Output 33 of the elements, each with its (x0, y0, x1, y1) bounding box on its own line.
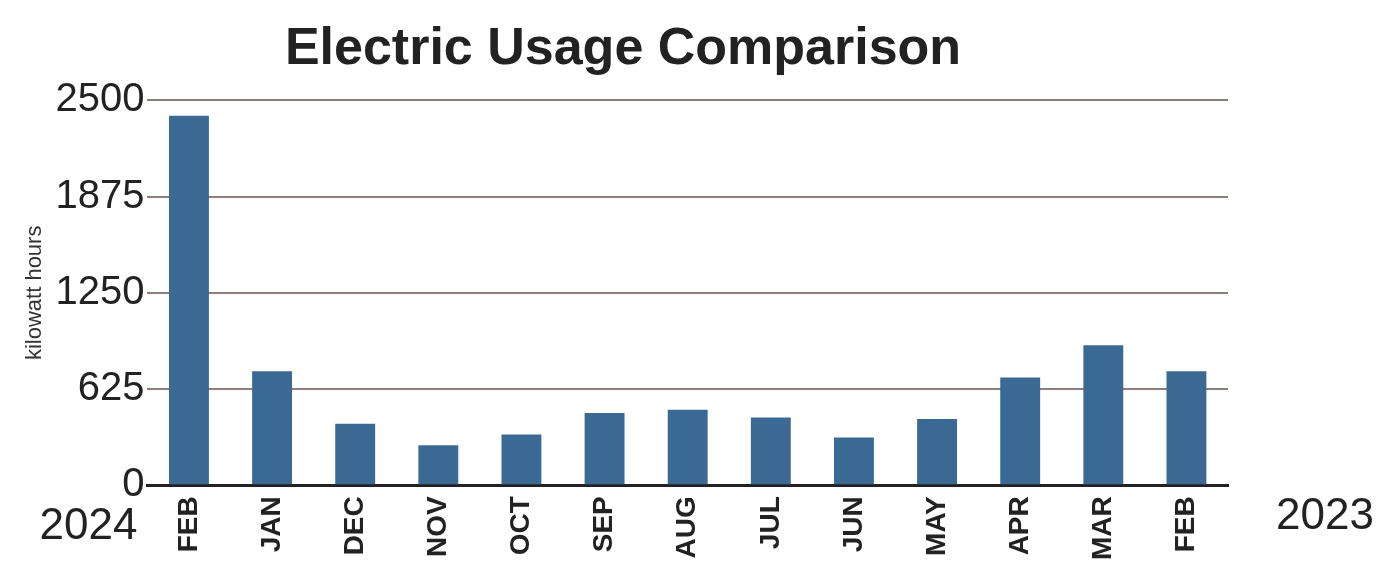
x-tick-label: MAY (919, 495, 951, 556)
y-tick-label: 625 (77, 364, 145, 409)
bar (1083, 345, 1124, 485)
bar (1000, 377, 1041, 485)
bar (750, 417, 791, 485)
y-axis-title: kilowatt hours (21, 225, 47, 361)
chart-title: Electric Usage Comparison (284, 16, 962, 75)
bar (501, 434, 542, 485)
bar (335, 423, 376, 485)
bar (584, 412, 625, 485)
x-tick-label: SEP (587, 496, 619, 553)
x-tick-label: FEB (1169, 496, 1201, 553)
text: 2023 (1276, 489, 1374, 539)
bar (418, 445, 459, 485)
bar (917, 419, 958, 485)
x-tick-label: APR (1002, 496, 1034, 556)
x-tick-label: OCT (504, 496, 536, 556)
bar (1166, 371, 1207, 485)
bar (667, 409, 708, 485)
x-tick-label: JAN (254, 496, 286, 553)
x-tick-label: JUL (753, 496, 785, 550)
x-tick-label: DEC (337, 496, 369, 556)
bar (252, 371, 293, 485)
x-tick-label: JUN (836, 496, 868, 553)
bar (833, 437, 874, 485)
bar (169, 115, 209, 485)
x-tick-label: MAR (1086, 496, 1118, 560)
y-tick-label: 2500 (55, 75, 145, 120)
x-tick-label: FEB (171, 496, 203, 553)
y-tick-label: 1250 (55, 267, 145, 312)
x-tick-label: NOV (421, 495, 453, 557)
y-tick-label: 1875 (55, 171, 145, 216)
x-tick-label: AUG (670, 496, 702, 559)
